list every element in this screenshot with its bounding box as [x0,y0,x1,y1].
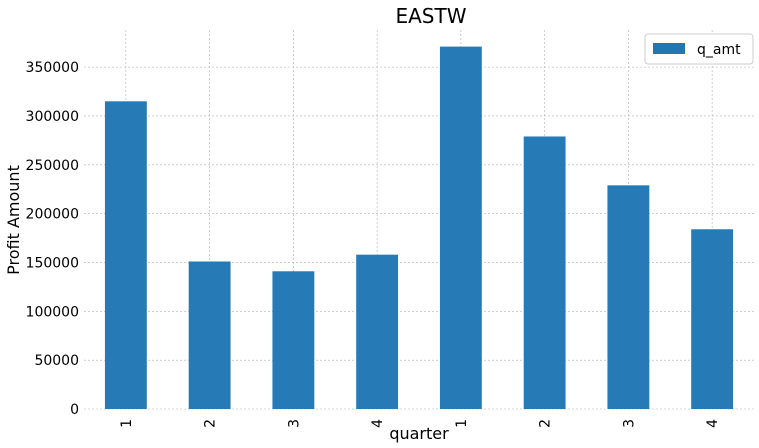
x-tick-label: 2 [203,419,219,428]
legend-frame [644,33,754,65]
bar [439,46,482,409]
y-tick-label: 200000 [26,207,79,223]
y-tick-label: 150000 [26,255,79,271]
x-tick-label: 2 [538,419,554,428]
x-tick-label: 4 [370,419,386,428]
legend-swatch [653,43,685,54]
grid [84,30,754,410]
legend-label: q_amt [697,42,741,58]
x-axis-label: quarter [389,424,449,443]
x-tick-label: 4 [705,419,721,428]
bar [104,101,147,409]
y-tick-label: 0 [70,402,79,418]
y-tick-label: 250000 [26,158,79,174]
bar [188,261,231,409]
y-tick-label: 300000 [26,109,79,125]
chart-title: EASTW [395,4,466,28]
bars [104,46,734,409]
bar [607,185,650,409]
bar [523,136,566,409]
y-axis-label: Profit Amount [4,165,23,275]
y-axis-ticks: 0 50000 100000 150000 200000 250000 300000 3500… [26,60,79,418]
x-tick-label: 1 [454,419,470,428]
x-tick-label: 1 [119,419,135,428]
bar [272,271,315,409]
y-tick-label: 50000 [34,353,79,369]
y-tick-label: 350000 [26,60,79,76]
x-axis-ticks: 1 2 3 4 1 2 3 4 [119,419,721,428]
bar [691,229,734,409]
x-tick-label: 3 [286,419,302,428]
x-tick-label: 3 [621,419,637,428]
legend: q_amt [644,33,754,65]
y-tick-label: 100000 [26,304,79,320]
bar [356,254,399,409]
